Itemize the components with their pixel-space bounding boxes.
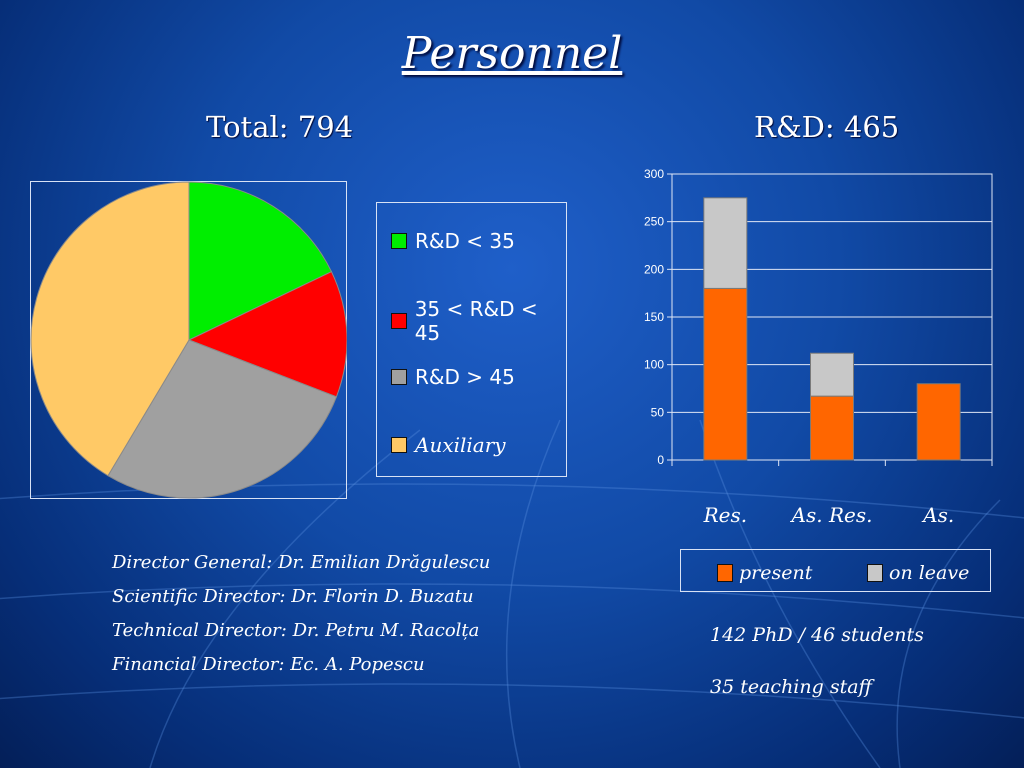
legend-item-present: present	[717, 562, 812, 584]
legend-label: 35 < R&D < 45	[414, 297, 538, 345]
legend-item: Auxiliary	[391, 433, 506, 457]
x-category-label: Res.	[703, 503, 748, 527]
pie-slice-1	[187, 271, 347, 398]
legend-swatch-light-gray	[867, 564, 883, 582]
pie-chart-legend: R&D < 35 35 < R&D < 45 R&D > 45 Auxiliar…	[376, 202, 567, 477]
y-tick-label: 150	[644, 310, 664, 324]
bar-chart-legend: present on leave	[680, 549, 991, 592]
bar-present-1	[810, 395, 854, 461]
legend-item: R&D < 35	[391, 229, 515, 253]
legend-swatch-gray	[391, 369, 407, 385]
staff-note: 35 teaching staff	[710, 676, 872, 698]
phd-note: 142 PhD / 46 students	[710, 624, 924, 646]
x-category-label: As. Res.	[790, 503, 873, 527]
legend-label: on leave	[889, 562, 970, 584]
pie-slice-2	[107, 339, 338, 499]
legend-item: 35 < R&D < 45	[391, 297, 566, 345]
pie-slice-3	[30, 181, 190, 477]
y-tick-label: 300	[644, 167, 664, 181]
pie-slice-0	[188, 181, 333, 341]
legend-swatch-yellow	[391, 437, 407, 453]
page-title: Personnel	[401, 28, 623, 79]
legend-swatch-orange	[717, 564, 733, 582]
y-tick-label: 50	[651, 405, 665, 419]
legend-label: Auxiliary	[415, 433, 506, 457]
legend-item: R&D > 45	[391, 365, 515, 389]
y-tick-label: 250	[644, 215, 664, 229]
pie-chart	[30, 181, 347, 499]
legend-label: R&D < 35	[415, 229, 515, 253]
bar-present-0	[703, 287, 748, 461]
director-line: Scientific Director: Dr. Florin D. Buzat…	[112, 586, 474, 607]
y-tick-label: 200	[644, 262, 664, 276]
legend-item-on-leave: on leave	[867, 562, 969, 584]
director-line: Director General: Dr. Emilian Drăgulescu	[112, 552, 491, 573]
legend-label: present	[739, 562, 813, 584]
bar-on-leave-1	[810, 352, 854, 397]
directors-list: Director General: Dr. Emilian Drăgulescu…	[112, 546, 490, 682]
bar-chart: 0 50 100 150 200 250 300 Res. As. Res. As.	[644, 167, 993, 527]
y-tick-label: 100	[644, 358, 664, 372]
bar-on-leave-0	[703, 197, 748, 289]
legend-swatch-green	[391, 233, 407, 249]
x-category-label: As.	[921, 503, 954, 527]
director-line: Technical Director: Dr. Petru M. Racolța	[112, 620, 480, 641]
legend-label: R&D > 45	[415, 365, 515, 389]
pie-chart-title: Total: 794	[206, 110, 354, 144]
bar-chart-title: R&D: 465	[754, 110, 900, 144]
y-tick-label: 0	[657, 453, 664, 467]
director-line: Financial Director: Ec. A. Popescu	[112, 654, 425, 675]
bar-present-2	[916, 383, 961, 461]
legend-swatch-red	[391, 313, 407, 329]
